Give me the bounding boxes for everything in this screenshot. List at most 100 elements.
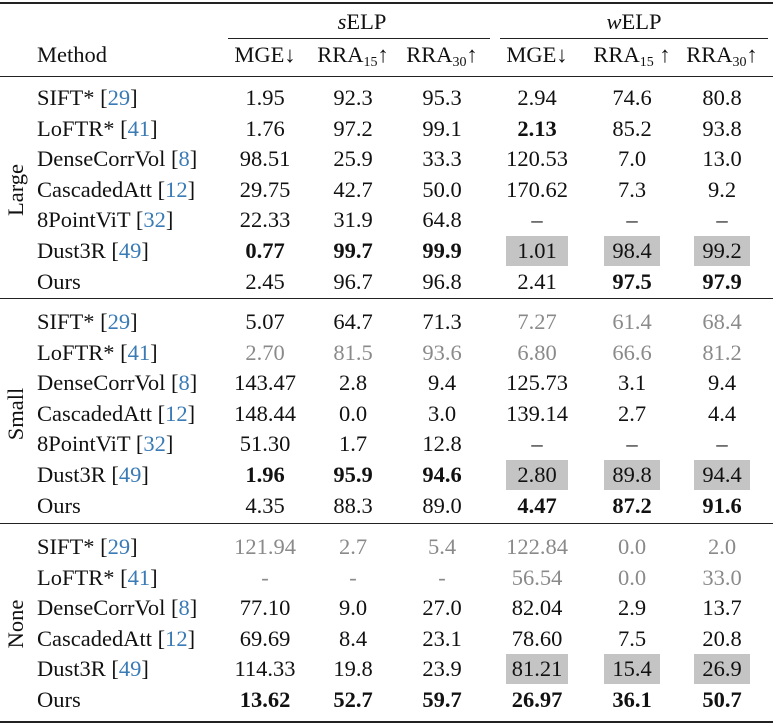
metric-value: 5.07 (245, 309, 285, 334)
citation-close: ] (189, 370, 198, 396)
welp-suffix: ELP (621, 9, 662, 34)
best-shade (604, 236, 660, 266)
citation-link[interactable]: 29 (107, 309, 131, 334)
citation-open: [ (165, 370, 179, 396)
metric-value: 120.53 (506, 146, 568, 172)
metric-value: 52.7 (333, 687, 373, 712)
citation-close: ] (141, 238, 149, 263)
method-name: LoFTR* [41] (37, 564, 158, 592)
method-name: DenseCorrVol [8] (37, 594, 197, 622)
citation-close: ] (150, 339, 158, 365)
metric-value: 81.2 (702, 339, 742, 365)
best-shade (604, 654, 660, 685)
metric-value: 91.6 (702, 492, 742, 518)
method-name: LoFTR* [41] (37, 339, 158, 367)
metric-value: 2.7 (617, 400, 647, 426)
metric-value: 114.33 (234, 656, 296, 682)
metric-value: 26.9 (702, 656, 742, 682)
metric-value: 71.3 (422, 309, 462, 334)
metric-value: 148.44 (234, 400, 296, 426)
metric-value: 27.0 (422, 595, 462, 621)
citation-open: [ (151, 400, 166, 426)
metric-value: 81.5 (333, 339, 373, 365)
column-header: RRA15 ↑ (593, 41, 670, 70)
metric-value: 59.7 (422, 687, 462, 712)
metric-value: 1.7 (338, 431, 368, 457)
welp-prefix: w (606, 9, 622, 34)
citation-open: [ (105, 462, 119, 487)
citation-link[interactable]: 12 (165, 625, 188, 651)
citation-link[interactable]: 8 (178, 146, 190, 172)
bottom-rule (0, 721, 773, 723)
metric-value: – (626, 207, 638, 233)
column-header-base: RRA (593, 42, 640, 67)
method-name: SIFT* [29] (37, 308, 138, 336)
metric-value: 36.1 (612, 687, 652, 712)
citation-link[interactable]: 8 (178, 370, 190, 396)
method-name: SIFT* [29] (37, 84, 138, 112)
metric-value: 143.47 (234, 370, 296, 396)
citation-close: ] (130, 534, 138, 559)
column-header: RRA30↑ (686, 41, 758, 70)
citation-close: ] (165, 431, 174, 457)
metric-value: 95.3 (422, 85, 462, 110)
metric-value: 0.0 (617, 564, 647, 590)
metric-value: – (716, 431, 728, 457)
metric-value: 89.8 (612, 462, 652, 487)
citation-link[interactable]: 12 (165, 176, 188, 202)
metric-value: 51.30 (239, 431, 291, 457)
metric-value: 87.2 (612, 492, 652, 518)
citation-close: ] (187, 625, 196, 651)
citation-close: ] (150, 115, 158, 141)
citation-link[interactable]: 8 (178, 595, 190, 621)
metric-value: 77.10 (239, 595, 291, 621)
method-label: CascadedAtt (37, 176, 152, 202)
metric-value: 98.51 (239, 146, 291, 172)
method-name: SIFT* [29] (37, 533, 138, 561)
citation-link[interactable]: 32 (143, 207, 166, 233)
method-label: DenseCorrVol (37, 595, 166, 621)
selp-prefix: s (337, 9, 347, 34)
metric-value: 15.4 (612, 656, 652, 682)
citation-close: ] (189, 146, 198, 172)
metric-value: 92.3 (333, 85, 373, 110)
citation-link[interactable]: 49 (118, 656, 142, 682)
metric-value: 9.0 (338, 595, 368, 621)
header-rule (0, 76, 773, 77)
citation-link[interactable]: 32 (143, 431, 166, 457)
citation-link[interactable]: 29 (107, 534, 131, 559)
citation-link[interactable]: 49 (118, 462, 142, 487)
metric-value: 1.01 (517, 238, 557, 263)
citation-link[interactable]: 41 (127, 564, 151, 590)
method-name: Dust3R [49] (37, 237, 149, 265)
citation-link[interactable]: 41 (127, 115, 151, 141)
metric-value: 97.5 (612, 268, 652, 294)
metric-value: 94.4 (702, 462, 742, 487)
method-label: LoFTR* (37, 564, 115, 590)
citation-link[interactable]: 49 (118, 238, 142, 263)
column-header-base: RRA (317, 42, 364, 67)
citation-link[interactable]: 29 (107, 85, 131, 110)
citation-close: ] (189, 595, 198, 621)
metric-value: 81.21 (511, 656, 563, 682)
metric-value: 23.1 (422, 625, 462, 651)
metric-value: 5.4 (427, 534, 457, 559)
column-header-arrow: ↑ (466, 42, 478, 67)
method-name: Ours (37, 268, 81, 296)
metric-value: 94.6 (422, 462, 462, 487)
citation-link[interactable]: 12 (165, 400, 188, 426)
metric-value: 33.0 (702, 564, 742, 590)
metric-value: 31.9 (333, 207, 373, 233)
metric-value: – (626, 431, 638, 457)
metric-value: 64.8 (422, 207, 462, 233)
metric-value: 80.8 (702, 85, 742, 110)
metric-value: - (349, 564, 357, 590)
citation-close: ] (150, 564, 158, 590)
column-header: MGE↓ (234, 41, 295, 69)
metric-value: 98.4 (612, 238, 652, 263)
column-header-subscript: 30 (732, 55, 747, 70)
method-name: LoFTR* [41] (37, 115, 158, 143)
metric-value: 3.0 (427, 400, 457, 426)
method-name: 8PointViT [32] (37, 206, 173, 234)
citation-link[interactable]: 41 (127, 339, 151, 365)
